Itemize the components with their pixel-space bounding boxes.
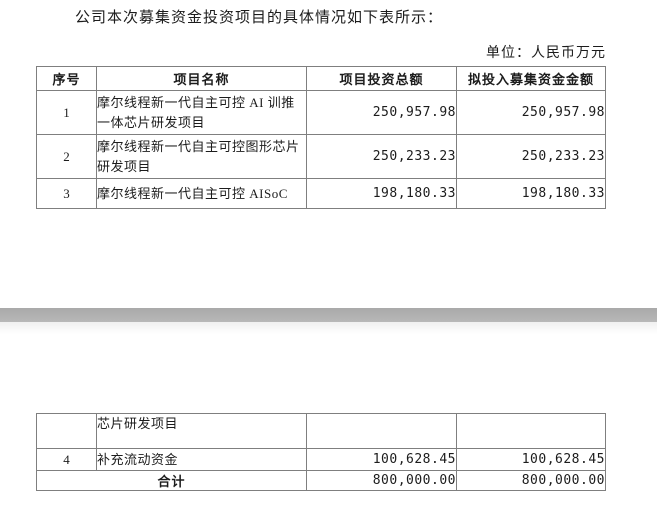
- row-raised-funds: 250,233.23: [456, 134, 606, 179]
- row-serial: 2: [36, 134, 97, 179]
- row-serial-empty: [36, 413, 97, 449]
- row-project-name: 摩尔线程新一代自主可控 AISoC: [96, 178, 307, 209]
- table-row: 2 摩尔线程新一代自主可控图形芯片研发项目 250,233.23 250,233…: [36, 134, 606, 179]
- col-header-serial: 序号: [36, 66, 97, 91]
- page-break-shadow: [0, 322, 657, 334]
- col-header-project-name: 项目名称: [96, 66, 307, 91]
- row-serial: 4: [36, 448, 97, 471]
- row-raised-funds: 100,628.45: [456, 448, 606, 471]
- row-total-investment-empty: [306, 413, 457, 449]
- table-row: 4 补充流动资金 100,628.45 100,628.45: [36, 448, 606, 471]
- row-total-investment: 100,628.45: [306, 448, 457, 471]
- table-header-row: 序号 项目名称 项目投资总额 拟投入募集资金金额: [36, 66, 606, 91]
- table-total-row: 合计 800,000.00 800,000.00: [36, 470, 606, 491]
- row-total-investment: 250,957.98: [306, 90, 457, 135]
- row-project-name: 摩尔线程新一代自主可控 AI 训推一体芯片研发项目: [96, 90, 307, 135]
- unit-label: 单位：人民币万元: [486, 46, 606, 61]
- row-serial: 3: [36, 178, 97, 209]
- row-project-name: 补充流动资金: [96, 448, 307, 471]
- row-raised-funds: 198,180.33: [456, 178, 606, 209]
- total-raised-sum: 800,000.00: [456, 470, 606, 491]
- total-investment-sum: 800,000.00: [306, 470, 457, 491]
- row-serial: 1: [36, 90, 97, 135]
- investment-projects-table-continued: 芯片研发项目 4 补充流动资金 100,628.45 100,628.45 合计…: [36, 413, 606, 491]
- row-project-name: 摩尔线程新一代自主可控图形芯片研发项目: [96, 134, 307, 179]
- col-header-total-investment: 项目投资总额: [306, 66, 457, 91]
- investment-projects-table: 序号 项目名称 项目投资总额 拟投入募集资金金额 1 摩尔线程新一代自主可控 A…: [36, 66, 606, 209]
- total-label: 合计: [36, 470, 307, 491]
- row-total-investment: 198,180.33: [306, 178, 457, 209]
- row-project-name-continued: 芯片研发项目: [96, 413, 307, 449]
- page-break-separator: [0, 308, 657, 322]
- col-header-raised-funds: 拟投入募集资金金额: [456, 66, 606, 91]
- table-row-continuation: 芯片研发项目: [36, 413, 606, 449]
- table-row: 1 摩尔线程新一代自主可控 AI 训推一体芯片研发项目 250,957.98 2…: [36, 90, 606, 135]
- table-row: 3 摩尔线程新一代自主可控 AISoC 198,180.33 198,180.3…: [36, 178, 606, 209]
- row-raised-funds-empty: [456, 413, 606, 449]
- intro-text: 公司本次募集资金投资项目的具体情况如下表所示：: [75, 10, 444, 26]
- row-raised-funds: 250,957.98: [456, 90, 606, 135]
- row-total-investment: 250,233.23: [306, 134, 457, 179]
